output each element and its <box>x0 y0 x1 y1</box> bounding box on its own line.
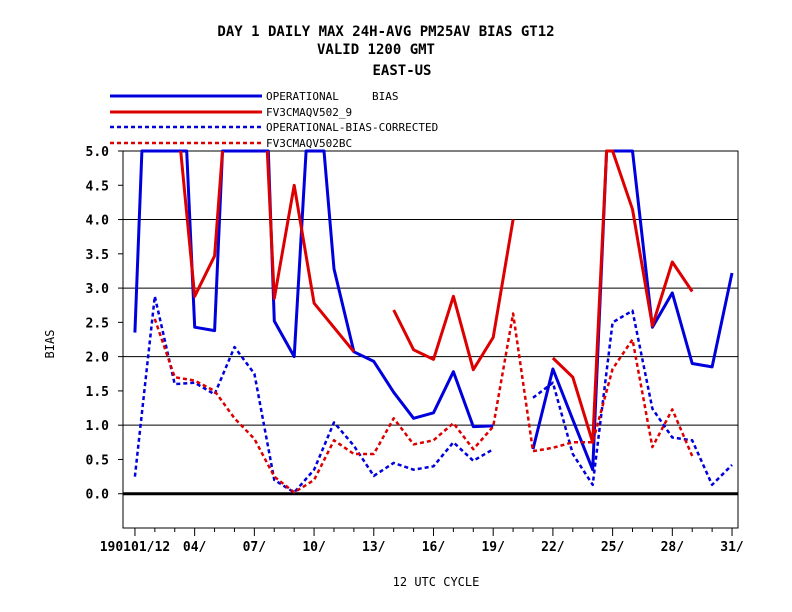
y-tick-label: 4.0 <box>86 214 110 229</box>
x-tick-label: 07/ <box>243 540 267 555</box>
legend-label-fv3cmaq: FV3CMAQV502_9 <box>266 106 352 119</box>
y-tick-label: 3.0 <box>86 282 110 297</box>
x-tick-label: 25/ <box>601 540 625 555</box>
x-tick-label: 28/ <box>661 540 685 555</box>
series-line-2 <box>133 295 494 494</box>
y-tick-label: 2.0 <box>86 351 110 366</box>
title-line-2: VALID 1200 GMT <box>317 42 435 58</box>
title-line-1: DAY 1 DAILY MAX 24H-AVG PM25AV BIAS GT12 <box>217 24 554 40</box>
x-tick-label: 16/ <box>422 540 446 555</box>
x-tick-label: 13/ <box>362 540 386 555</box>
series-line-1 <box>179 150 224 298</box>
plot-frame <box>122 150 739 529</box>
legend-label-operational: OPERATIONAL BIAS <box>266 90 398 103</box>
x-tick-label: 22/ <box>541 540 565 555</box>
series-line-1 <box>551 149 694 444</box>
y-tick-label: 0.0 <box>86 488 110 503</box>
y-tick-label: 0.5 <box>86 453 109 468</box>
x-tick-label: 04/ <box>183 540 207 555</box>
series-line-3 <box>153 312 694 494</box>
y-tick-label: 4.5 <box>86 179 109 194</box>
x-tick-label: 19/ <box>481 540 505 555</box>
series-line-1 <box>265 150 356 353</box>
x-tick-label: 31/ <box>720 540 744 555</box>
y-tick-label: 3.5 <box>86 248 109 263</box>
y-axis-label: BIAS <box>43 330 57 359</box>
chart-title: DAY 1 DAILY MAX 24H-AVG PM25AV BIAS GT12… <box>217 24 554 79</box>
x-tick-label: 10/ <box>302 540 326 555</box>
x-tick-label: 190101/12 <box>100 540 170 555</box>
y-axis: 0.0 0.5 1.0 1.5 2.0 2.5 3.0 3.5 4.0 4.5 5.0 <box>86 145 123 503</box>
legend-label-fv3cmaq-bc: FV3CMAQV502BC <box>266 137 352 150</box>
title-line-3: EAST-US <box>372 63 431 79</box>
y-tick-label: 1.0 <box>86 419 110 434</box>
x-axis-label: 12 UTC CYCLE <box>393 575 480 589</box>
series-line-0 <box>531 149 734 472</box>
y-tick-label: 2.5 <box>86 316 109 331</box>
series-line-1 <box>392 219 515 372</box>
x-axis: 190101/12 04/07/10/13/16/19/22/25/28/31/ <box>100 528 744 555</box>
series-lines <box>133 149 734 494</box>
series-line-0 <box>133 149 494 429</box>
legend-label-operational-bc: OPERATIONAL-BIAS-CORRECTED <box>266 121 438 134</box>
legend: OPERATIONAL BIAS FV3CMAQV502_9 OPERATION… <box>110 90 438 150</box>
y-tick-label: 1.5 <box>86 385 109 400</box>
series-line-2 <box>532 309 733 487</box>
y-tick-label: 5.0 <box>86 145 110 160</box>
